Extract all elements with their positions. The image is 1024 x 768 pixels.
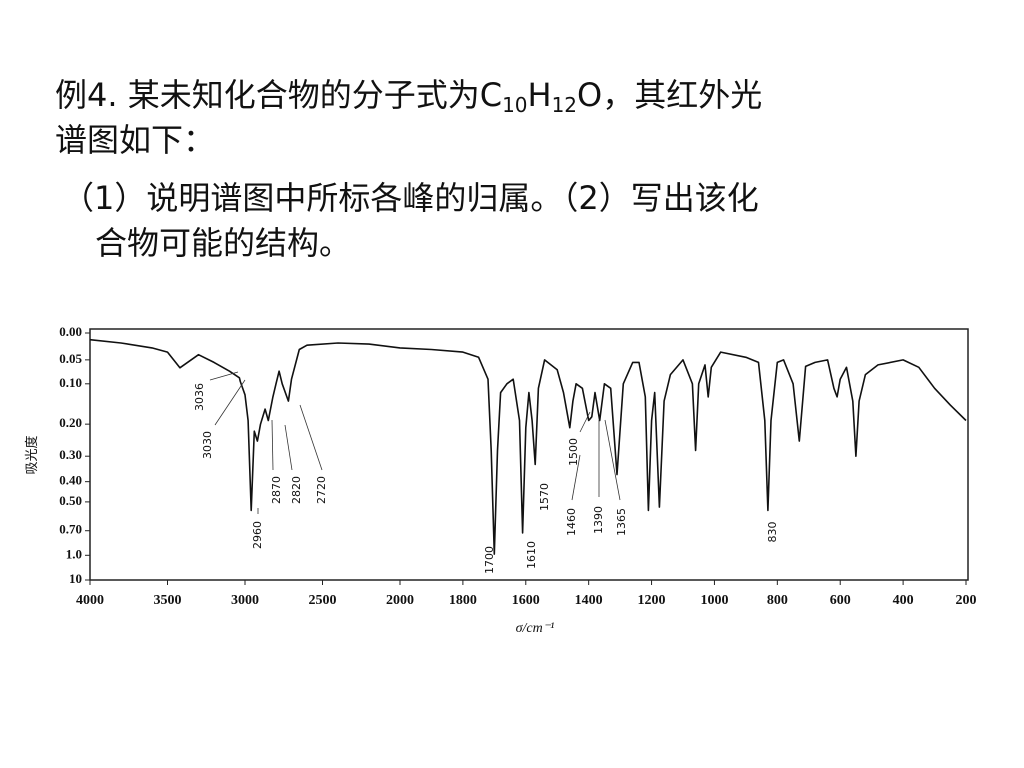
x-tick-label: 600 (830, 593, 851, 608)
x-tick-label: 4000 (76, 593, 104, 608)
y-tick-label: 1.0 (66, 546, 82, 561)
x-axis-label: σ/cm⁻¹ (516, 621, 555, 636)
peak-leader (579, 411, 591, 433)
y-tick-label: 0.40 (59, 473, 82, 488)
x-tick-label: 800 (767, 593, 788, 608)
peak-leader (209, 371, 239, 381)
question-line: 谱图如下： (55, 121, 216, 159)
y-tick-label: 0.50 (59, 493, 82, 508)
x-tick-label: 1400 (575, 593, 603, 608)
y-axis-label: 吸光度 (24, 435, 40, 474)
peak-leader (214, 379, 246, 426)
peak-label: 1570 (538, 483, 551, 511)
question-line: （1）说明谱图中所标各峰的归属。（2）写出该化 (62, 179, 759, 217)
subscript: 10 (502, 93, 528, 117)
peak-label: 1700 (483, 546, 496, 574)
peak-leader (284, 424, 293, 471)
y-tick-label: 0.05 (59, 351, 82, 366)
x-tick-label: 1200 (638, 593, 666, 608)
text: H (527, 76, 552, 114)
x-tick-label: 200 (956, 593, 977, 608)
x-tick-label: 400 (893, 593, 914, 608)
x-tick-label: 3000 (231, 593, 259, 608)
peak-label: 1460 (565, 508, 578, 536)
y-tick-label: 0.30 (59, 447, 82, 462)
y-tick-label: 10 (69, 571, 82, 586)
y-tick-label: 0.20 (59, 415, 82, 430)
x-tick-label: 3500 (154, 593, 182, 608)
peak-label: 2960 (251, 521, 264, 549)
peak-leader (299, 404, 323, 471)
y-tick-label: 0.70 (59, 522, 82, 537)
peak-label: 2820 (290, 476, 303, 504)
x-tick-label: 1000 (700, 593, 728, 608)
peak-leader (604, 419, 621, 501)
subscript: 12 (551, 93, 578, 117)
x-tick-label: 2000 (386, 593, 414, 608)
peak-label: 3030 (201, 431, 214, 459)
peak-label: 1365 (615, 508, 628, 536)
text: O，其红外光 (577, 76, 763, 114)
peak-leader (571, 454, 581, 501)
peak-label: 830 (766, 522, 779, 543)
y-tick-label: 0.10 (59, 375, 82, 390)
y-tick-label: 0.00 (59, 324, 82, 339)
peak-label: 3036 (193, 383, 206, 411)
x-tick-label: 1600 (512, 593, 540, 608)
peak-leader (271, 419, 274, 471)
plot-frame (89, 328, 969, 581)
peak-label: 1390 (592, 506, 605, 534)
question-line: 合物可能的结构。 (95, 224, 352, 262)
peak-label: 2870 (270, 476, 283, 504)
spectrum-line (89, 338, 967, 555)
peak-label: 1610 (525, 541, 538, 569)
peak-label: 1500 (567, 438, 580, 466)
question-line: 例4. 某未知化合物的分子式为C10H12O，其红外光 (55, 75, 762, 115)
text: 例4. 某未知化合物的分子式为C (55, 76, 503, 114)
peak-label: 2720 (315, 476, 328, 504)
x-tick-label: 2500 (309, 593, 337, 608)
x-tick-label: 1800 (449, 593, 477, 608)
